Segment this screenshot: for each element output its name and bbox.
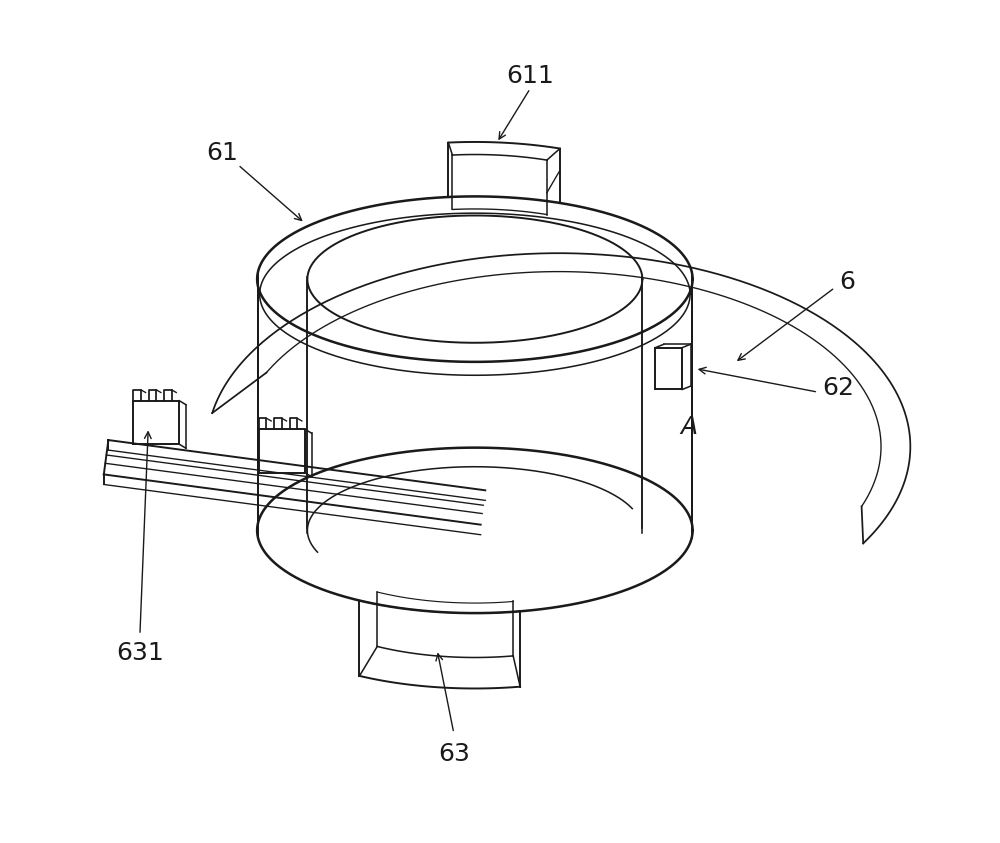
Text: 6: 6 xyxy=(839,270,855,293)
Text: 63: 63 xyxy=(438,742,470,765)
Text: 611: 611 xyxy=(506,64,554,89)
Text: A: A xyxy=(680,415,698,438)
Text: 631: 631 xyxy=(116,641,164,665)
Text: 61: 61 xyxy=(206,141,238,164)
Text: 62: 62 xyxy=(822,376,854,400)
